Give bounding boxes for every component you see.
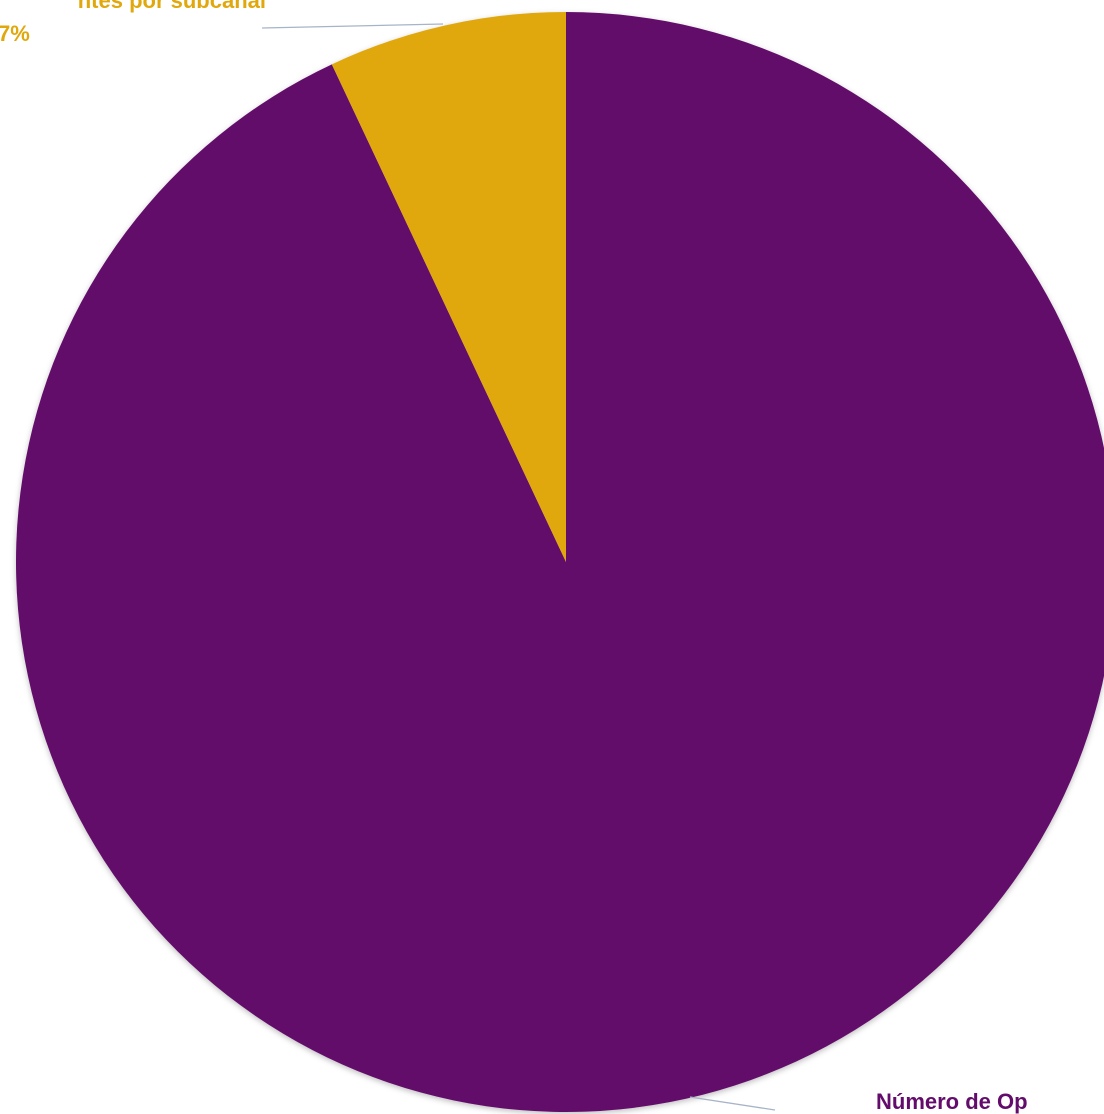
data-label-category: Número de Op <box>876 1089 1028 1114</box>
data-label-category: ntes por subcanal <box>78 0 266 13</box>
data-label-value: 7% <box>0 21 30 46</box>
pie-slice <box>331 12 566 562</box>
pie <box>16 12 1104 1112</box>
pie-slice <box>16 12 1104 1112</box>
leader-line <box>689 1096 776 1111</box>
leader-line <box>261 23 444 29</box>
